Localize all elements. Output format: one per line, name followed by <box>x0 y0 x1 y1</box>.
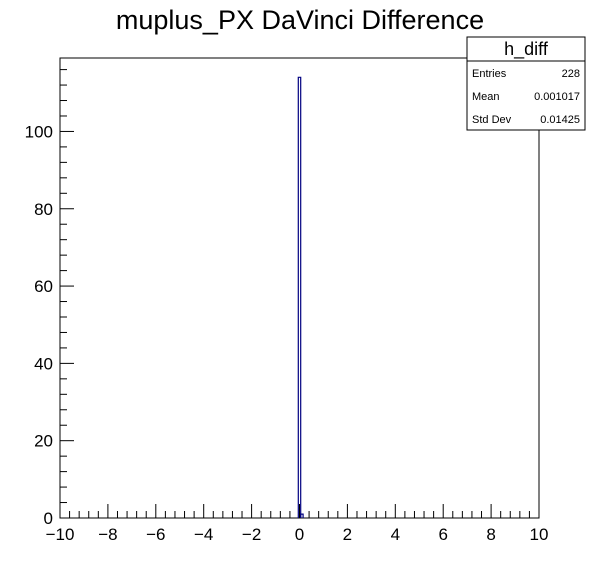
y-axis-ticks <box>60 69 74 519</box>
x-tick-label: 8 <box>486 525 495 544</box>
stats-mean-label: Mean <box>472 91 500 103</box>
stats-mean-value: 0.001017 <box>534 91 580 103</box>
y-tick-label: 60 <box>34 277 53 296</box>
y-tick-label: 20 <box>34 432 53 451</box>
x-tick-label: −4 <box>194 525 213 544</box>
x-tick-label: 0 <box>295 525 304 544</box>
chart-title: muplus_PX DaVinci Difference <box>116 5 484 35</box>
x-tick-label: 4 <box>391 525 400 544</box>
stats-stddev-label: Std Dev <box>472 114 512 126</box>
histogram-bin <box>297 76 302 518</box>
x-axis-ticks <box>59 504 540 518</box>
x-axis-tick-labels: −10 −8 −6 −4 −2 0 2 4 6 8 10 <box>46 525 549 544</box>
histogram-bin <box>300 513 304 518</box>
y-axis-tick-labels: 0 20 40 60 80 100 <box>25 122 53 528</box>
x-tick-label: 6 <box>438 525 447 544</box>
stats-entries-label: Entries <box>472 68 507 80</box>
y-tick-label: 100 <box>25 122 53 141</box>
stats-entries-value: 228 <box>562 68 580 80</box>
stats-histogram-name: h_diff <box>504 39 549 60</box>
x-tick-label: −6 <box>146 525 165 544</box>
stats-stddev-value: 0.01425 <box>540 114 580 126</box>
y-tick-label: 80 <box>34 200 53 219</box>
x-tick-label: 2 <box>343 525 352 544</box>
x-tick-label: 10 <box>530 525 549 544</box>
stats-box: h_diff Entries 228 Mean 0.001017 Std Dev… <box>466 36 586 131</box>
histogram-bins <box>297 76 304 518</box>
x-tick-label: −2 <box>242 525 261 544</box>
y-tick-label: 40 <box>34 354 53 373</box>
stats-box-frame <box>466 36 586 131</box>
x-tick-label: −10 <box>46 525 75 544</box>
y-tick-label: 0 <box>44 509 53 528</box>
x-tick-label: −8 <box>98 525 117 544</box>
